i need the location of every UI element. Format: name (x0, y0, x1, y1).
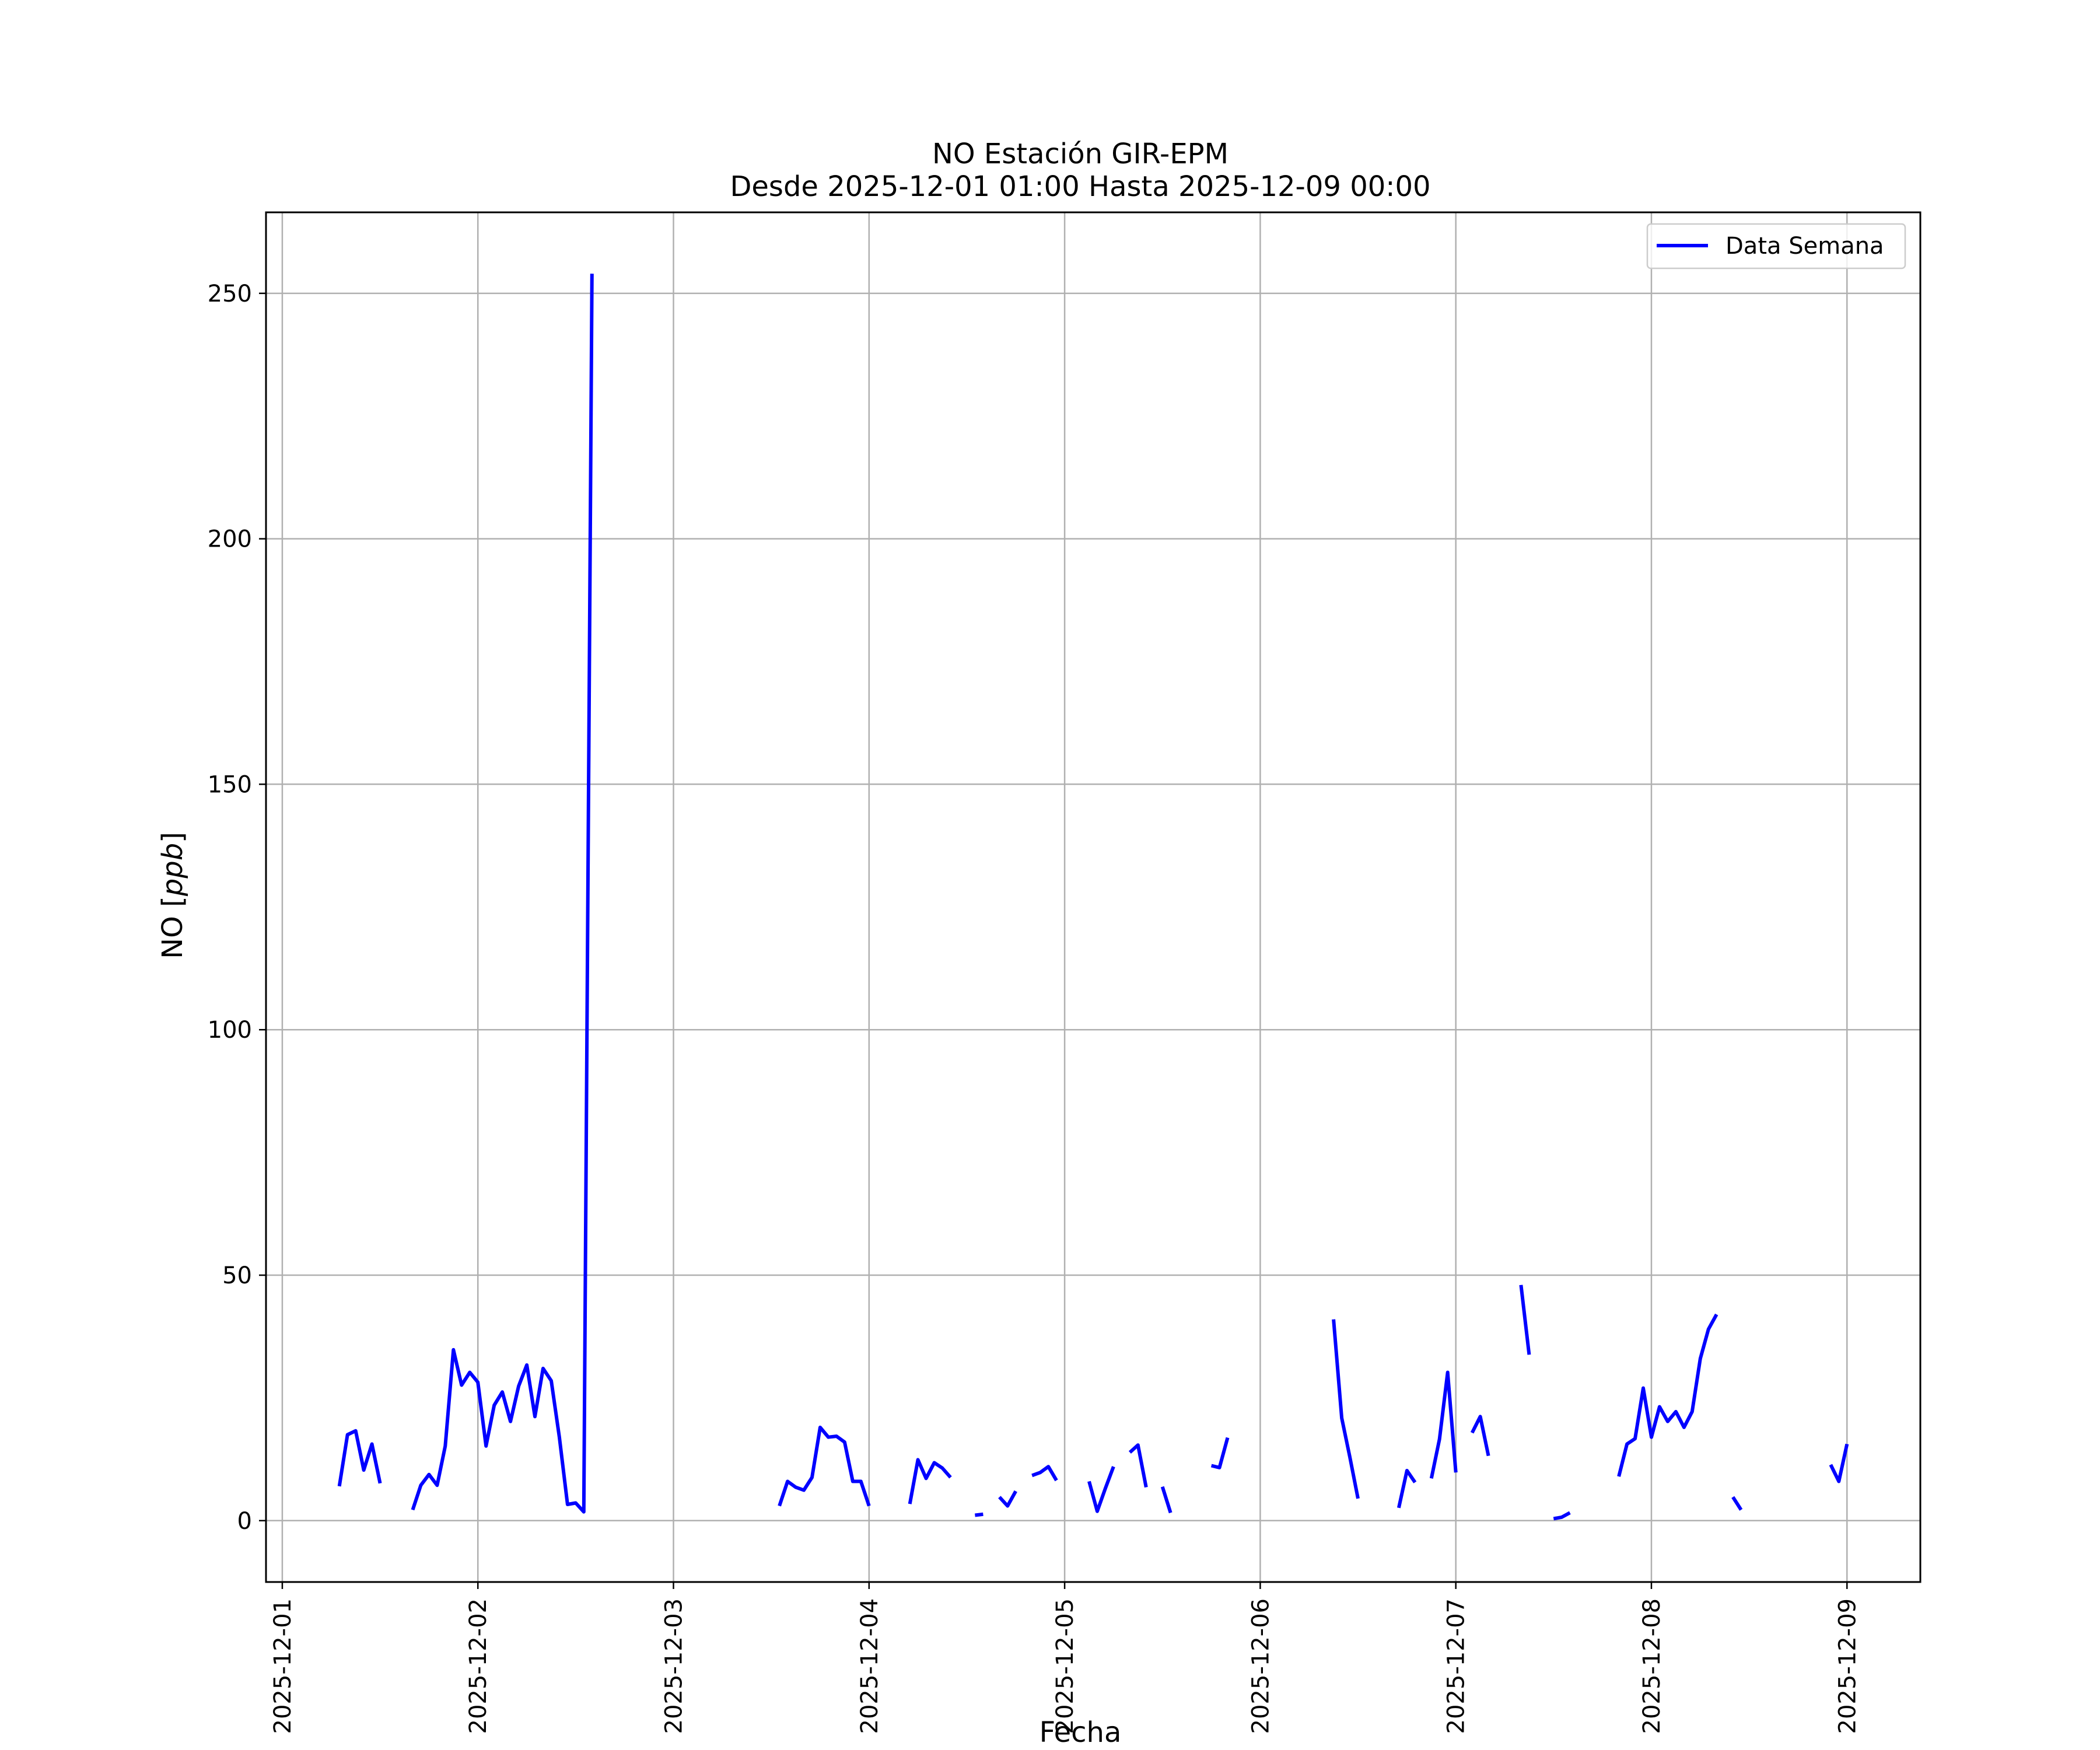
plot-frame (265, 211, 1922, 1583)
series-line-segment (1731, 1496, 1743, 1511)
chart-subtitle: Desde 2025-12-01 01:00 Hasta 2025-12-09 … (730, 170, 1430, 203)
y-tick-label: 250 (208, 281, 252, 307)
series-line-segment (1829, 1443, 1849, 1483)
x-tick-label: 2025-12-05 (1052, 1598, 1079, 1734)
y-tick-label: 150 (208, 771, 252, 798)
series-line-segment (1553, 1511, 1571, 1521)
legend-label-data-semana: Data Semana (1726, 233, 1884, 260)
x-tick-label: 2025-12-03 (661, 1598, 688, 1734)
series-line-segment (411, 274, 594, 1514)
series-line-segment (1128, 1443, 1148, 1488)
y-tick-label: 100 (208, 1017, 252, 1044)
series-line-segment (1031, 1465, 1058, 1482)
x-tick-label: 2025-12-04 (856, 1598, 883, 1734)
series-line-segment (1519, 1284, 1531, 1355)
x-tick-label: 2025-12-06 (1247, 1598, 1274, 1734)
y-axis-label-unit: ppb (156, 843, 189, 897)
chart-title: NO Estación GIR-EPM (932, 138, 1228, 170)
x-tick-label: 2025-12-01 (270, 1598, 296, 1734)
y-axis: 0 50 100 150 200 250 (208, 281, 266, 1535)
legend-box (1646, 223, 1906, 270)
y-tick-label: 200 (208, 526, 252, 553)
series-line-segment (1210, 1437, 1230, 1469)
series-line-segment (337, 1429, 382, 1487)
x-tick-label: 2025-12-08 (1639, 1598, 1665, 1734)
grid-lines (266, 212, 1920, 1582)
series-line-segment (1470, 1415, 1490, 1457)
x-tick-label: 2025-12-02 (465, 1598, 492, 1734)
x-axis: 2025-12-01 2025-12-02 2025-12-03 2025-12-04… (270, 1582, 1861, 1734)
series-line-segment (975, 1512, 984, 1517)
x-tick-label: 2025-12-07 (1443, 1598, 1470, 1734)
y-axis-label-suffix: ] (156, 832, 189, 843)
series-line-segment (1396, 1469, 1417, 1508)
series-line-segment (1332, 1319, 1360, 1499)
x-axis-label: Fecha (1040, 1716, 1122, 1749)
y-axis-label-prefix: NO [ (156, 896, 189, 959)
series-line-segment (1087, 1466, 1115, 1513)
series-line-segment (1160, 1486, 1172, 1514)
series-line-segment (778, 1425, 871, 1507)
y-tick-label: 50 (222, 1262, 252, 1289)
series-line-segment (1617, 1313, 1718, 1477)
x-tick-label: 2025-12-09 (1834, 1598, 1861, 1734)
series-line-segment (998, 1490, 1017, 1508)
series-line-segment (1429, 1370, 1458, 1479)
y-axis-label: NO [ppb] (156, 832, 189, 959)
y-tick-label: 0 (237, 1508, 252, 1535)
legend: Data Semana (1646, 223, 1906, 270)
series-line-segment (908, 1458, 952, 1504)
series-layer (337, 274, 1849, 1521)
